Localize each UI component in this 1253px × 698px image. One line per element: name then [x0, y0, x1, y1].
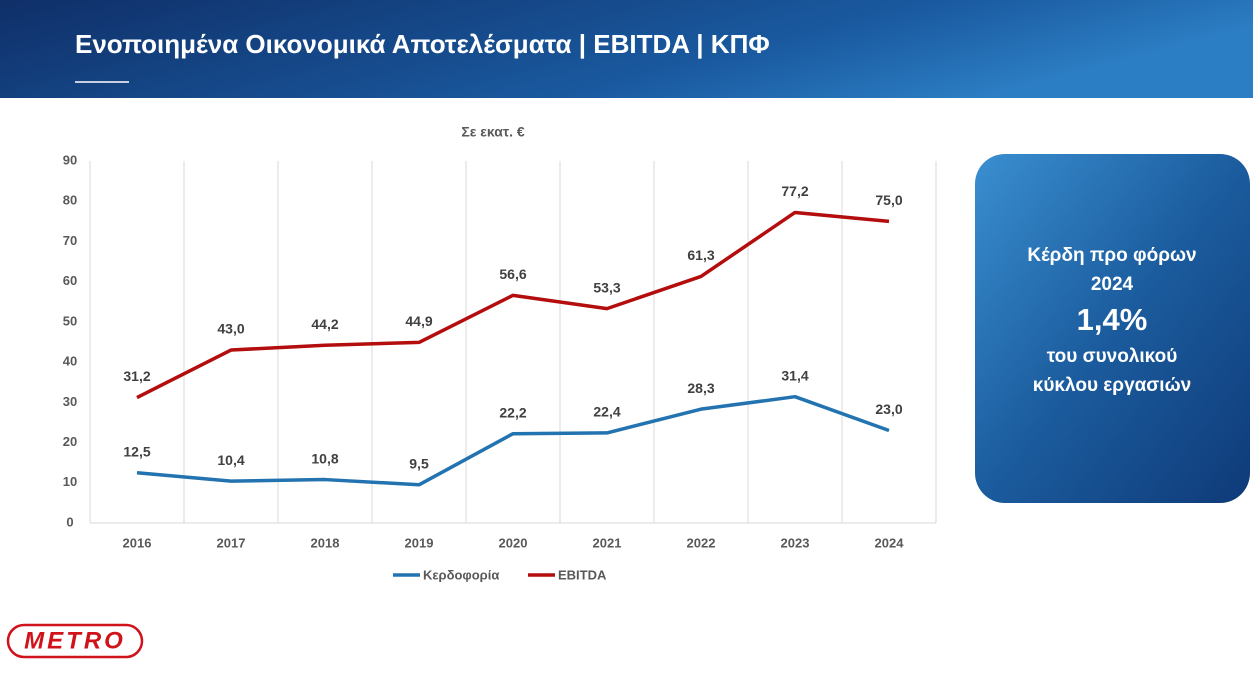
data-label: 22,2 — [499, 404, 526, 420]
y-tick-label: 20 — [63, 434, 77, 449]
data-label: 31,4 — [781, 367, 808, 383]
y-tick-label: 90 — [63, 152, 77, 167]
data-label: 75,0 — [875, 192, 902, 208]
x-tick-label: 2018 — [311, 535, 340, 550]
x-tick-label: 2020 — [499, 535, 528, 550]
callout-text: Κέρδη προ φόρων — [1027, 245, 1196, 266]
header-band — [0, 0, 1253, 98]
data-label: 77,2 — [781, 183, 808, 199]
x-tick-label: 2021 — [593, 535, 622, 550]
x-tick-label: 2019 — [405, 535, 434, 550]
x-tick-label: 2023 — [781, 535, 810, 550]
callout-text: κύκλου εργασιών — [1033, 375, 1191, 396]
callout-text: του συνολικού — [1047, 346, 1178, 367]
data-label: 44,2 — [311, 316, 338, 332]
chart-subtitle: Σε εκατ. € — [461, 124, 525, 140]
logo-frame — [6, 623, 144, 659]
legend-label: EBITDA — [558, 567, 607, 582]
y-tick-label: 60 — [63, 273, 77, 288]
data-label: 10,8 — [311, 450, 338, 466]
data-label: 12,5 — [123, 443, 150, 459]
data-label: 56,6 — [499, 266, 526, 282]
x-tick-label: 2022 — [687, 535, 716, 550]
data-label: 61,3 — [687, 247, 714, 263]
y-tick-label: 40 — [63, 354, 77, 369]
legend-label: Κερδοφορία — [423, 567, 499, 582]
callout-box — [975, 154, 1250, 503]
data-label: 43,0 — [217, 321, 244, 337]
callout-highlight: 1,4% — [1077, 302, 1148, 337]
slide-title: Ενοποιημένα Οικονομικά Αποτελέσματα | EB… — [75, 29, 770, 59]
y-tick-label: 70 — [63, 233, 77, 248]
data-label: 9,5 — [409, 455, 429, 471]
data-label: 10,4 — [217, 452, 244, 468]
data-label: 44,9 — [405, 313, 432, 329]
data-label: 28,3 — [687, 380, 714, 396]
y-tick-label: 80 — [63, 193, 77, 208]
data-line — [136, 210, 890, 400]
x-tick-label: 2016 — [123, 535, 152, 550]
callout-text: 2024 — [1091, 274, 1134, 295]
data-label: 22,4 — [593, 404, 620, 420]
data-line — [136, 394, 890, 487]
data-label: 53,3 — [593, 279, 620, 295]
x-tick-label: 2017 — [217, 535, 246, 550]
y-tick-label: 50 — [63, 313, 77, 328]
y-tick-label: 0 — [66, 514, 73, 529]
x-tick-label: 2024 — [875, 535, 905, 550]
data-label: 23,0 — [875, 401, 902, 417]
y-tick-label: 30 — [63, 394, 77, 409]
data-label: 31,2 — [123, 368, 150, 384]
logo: METRO — [24, 627, 126, 654]
y-tick-label: 10 — [63, 474, 77, 489]
chart: 0 10 20 30 40 50 60 70 80 90 2016 2017 2018 2019 2020 2… — [63, 152, 937, 582]
